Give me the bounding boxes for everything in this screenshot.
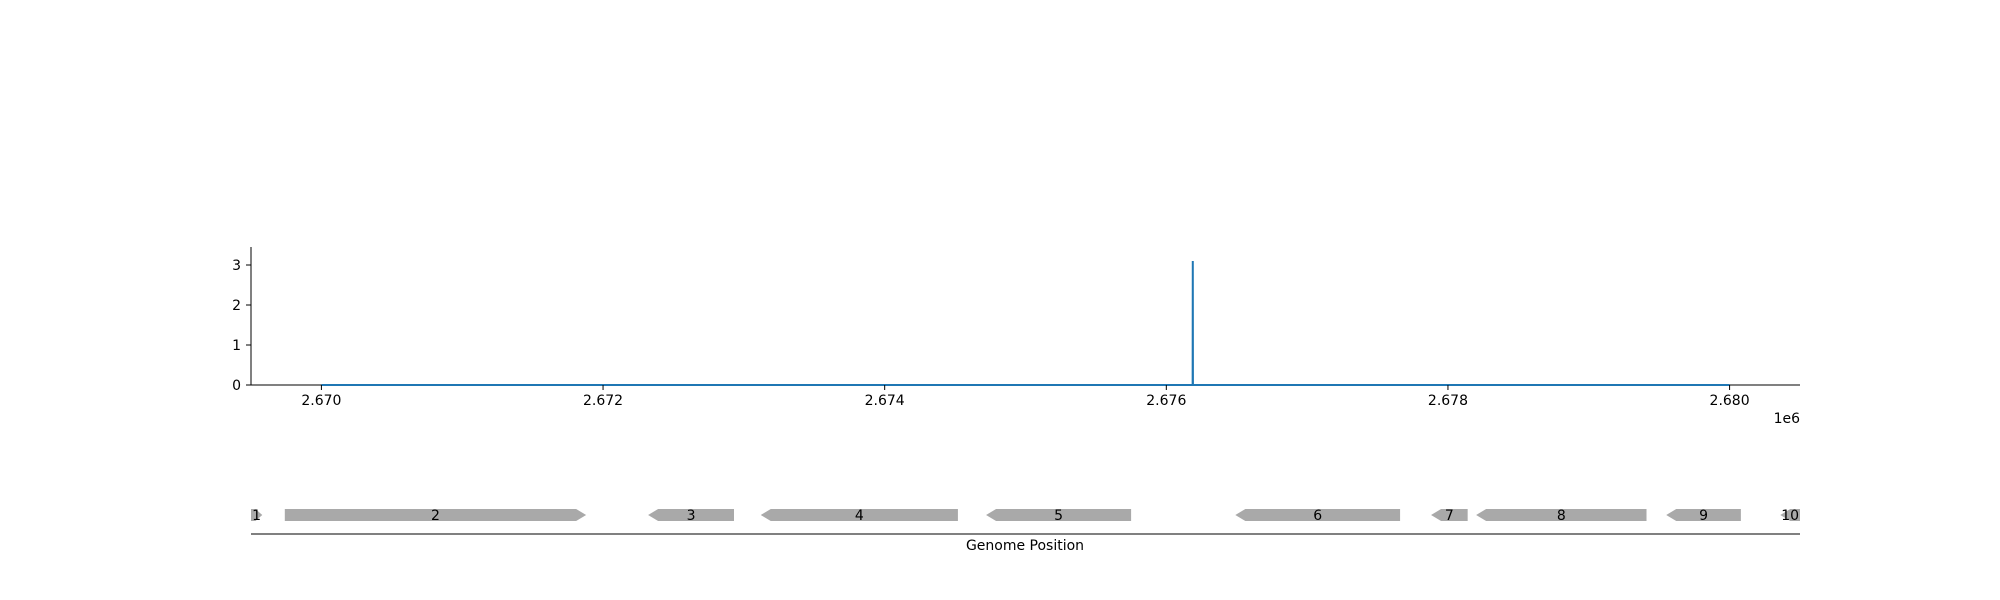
gene-arrow-1 (251, 509, 263, 521)
gene-label-8: 8 (1557, 508, 1566, 524)
gene-label-1: 1 (252, 508, 261, 524)
gene-arrow-4 (760, 509, 958, 521)
x-tick-label: 2.670 (301, 393, 341, 409)
x-tick-label: 2.676 (1146, 393, 1186, 409)
coverage-plot: 2.670 2.672 2.674 2.676 2.678 2.680 0 1 2 3 1e6 (232, 247, 1800, 427)
x-offset-label: 1e6 (1774, 411, 1801, 427)
gene-label-4: 4 (855, 508, 864, 524)
gene-arrow-2 (284, 509, 587, 521)
gene-arrows: 1 2 3 4 5 6 7 8 9 10 (251, 508, 1800, 524)
coverage-series (321, 260, 1730, 386)
y-tick-label: 3 (232, 258, 241, 274)
gene-arrow-9 (1666, 509, 1741, 521)
gene-arrow-5 (986, 509, 1132, 521)
gene-track: 1 2 3 4 5 6 7 8 9 10 Genome Position (251, 508, 1800, 554)
gene-track-xlabel: Genome Position (966, 538, 1084, 554)
gene-label-6: 6 (1313, 508, 1322, 524)
x-tick-label: 2.678 (1428, 393, 1468, 409)
coverage-y-ticks: 0 1 2 3 (232, 258, 251, 394)
coverage-series-line-0 (321, 260, 1730, 386)
gene-label-2: 2 (431, 508, 440, 524)
x-tick-label: 2.672 (583, 393, 623, 409)
y-tick-label: 1 (232, 338, 241, 354)
x-tick-label: 2.680 (1710, 393, 1750, 409)
gene-label-9: 9 (1699, 508, 1708, 524)
gene-label-10: 10 (1781, 508, 1799, 524)
gene-arrow-8 (1476, 509, 1647, 521)
gene-label-5: 5 (1054, 508, 1063, 524)
gene-arrow-3 (648, 509, 735, 521)
y-tick-label: 0 (232, 378, 241, 394)
gene-arrow-10 (1780, 509, 1800, 521)
gene-arrow-7 (1431, 509, 1468, 521)
y-tick-label: 2 (232, 298, 241, 314)
coverage-x-ticks: 2.670 2.672 2.674 2.676 2.678 2.680 (301, 385, 1750, 409)
gene-label-3: 3 (687, 508, 696, 524)
x-tick-label: 2.674 (865, 393, 905, 409)
gene-label-7: 7 (1445, 508, 1454, 524)
gene-arrow-6 (1235, 509, 1401, 521)
